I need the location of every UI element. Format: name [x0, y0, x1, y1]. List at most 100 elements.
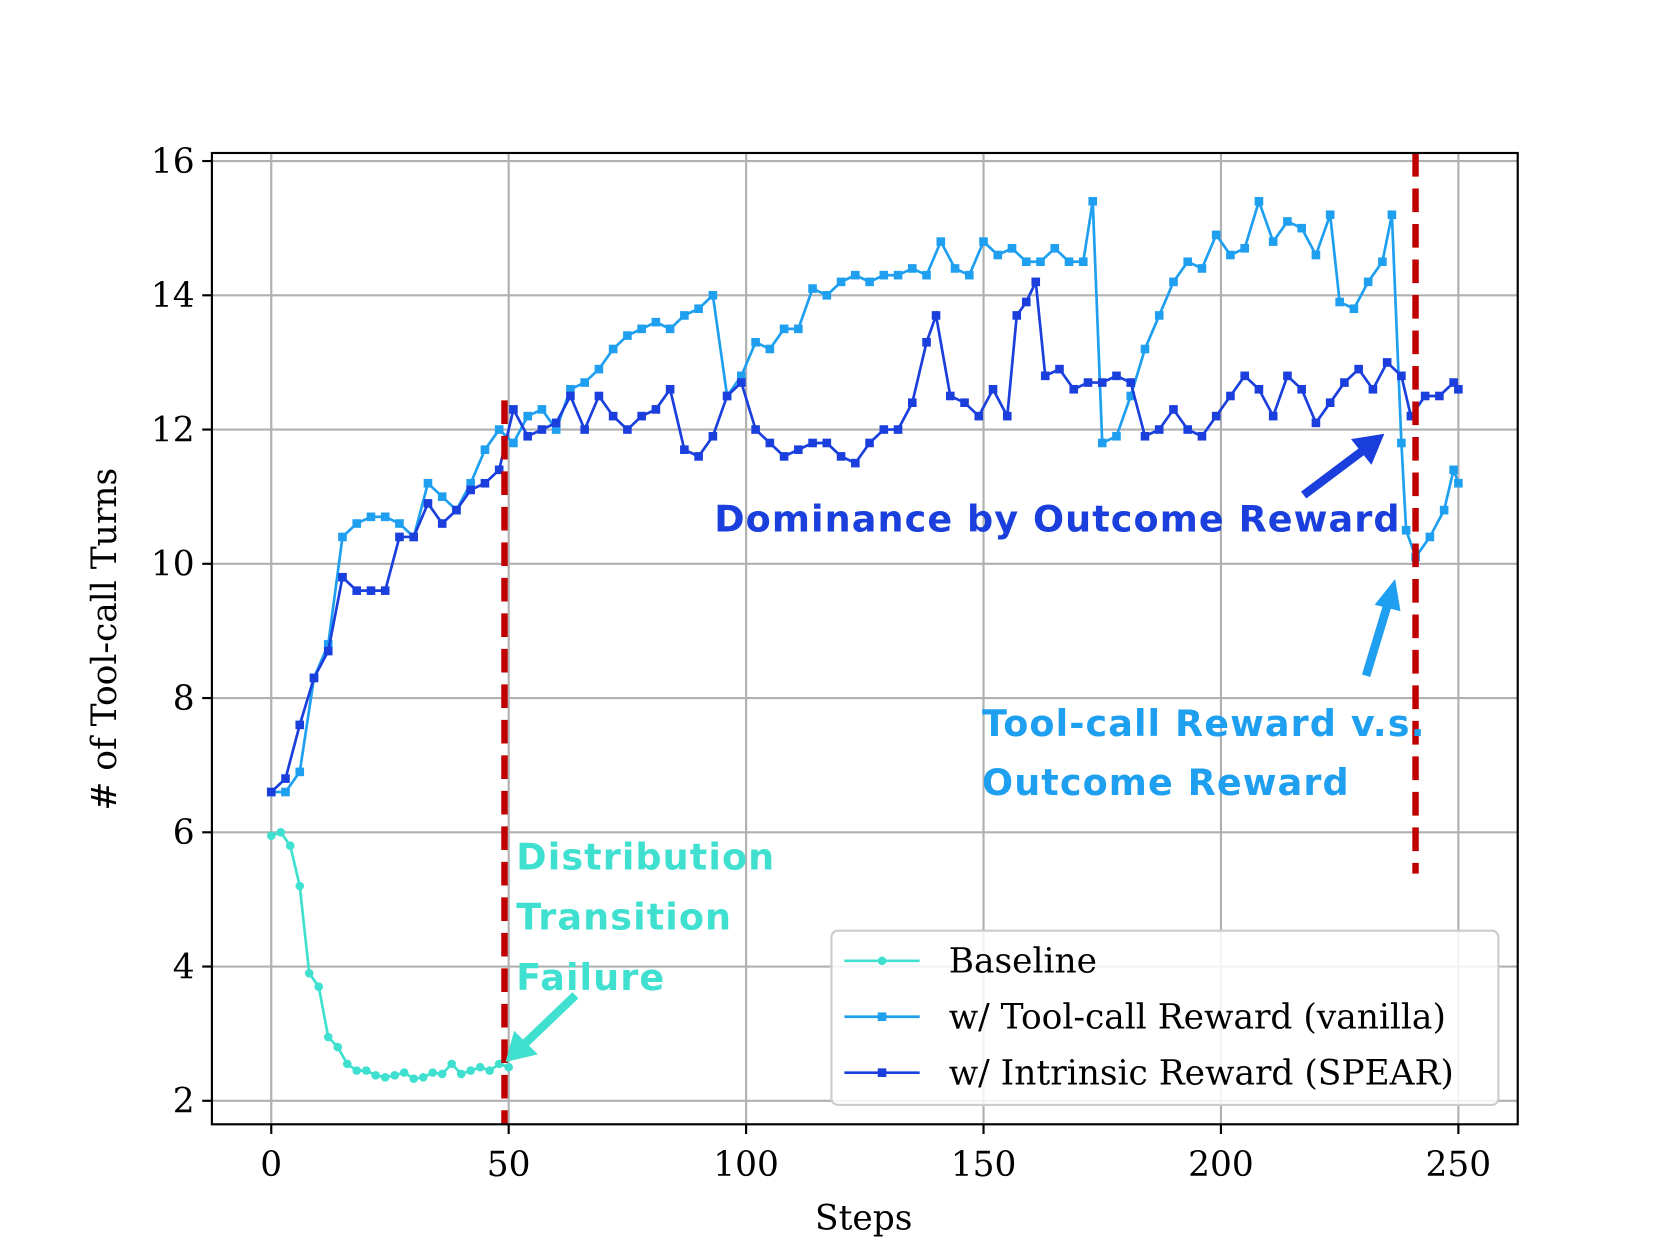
legend-box — [830, 929, 1500, 1107]
marker — [452, 505, 461, 515]
marker — [551, 425, 561, 434]
y-tick-label: 16 — [151, 142, 195, 182]
marker — [423, 499, 433, 508]
marker — [1140, 431, 1150, 441]
marker — [1349, 304, 1359, 314]
marker — [594, 364, 604, 374]
arrow — [1361, 603, 1392, 678]
marker — [409, 532, 419, 542]
series-line — [271, 197, 1460, 794]
marker — [537, 405, 547, 414]
marker — [865, 277, 874, 287]
marker — [1439, 505, 1449, 515]
marker — [950, 264, 960, 273]
marker — [390, 1070, 400, 1080]
marker — [988, 384, 998, 394]
annotation: Failure — [516, 956, 665, 999]
marker — [1126, 391, 1136, 401]
marker — [1378, 257, 1387, 267]
marker — [395, 532, 404, 542]
marker — [580, 425, 589, 434]
marker — [295, 767, 305, 777]
marker — [651, 317, 661, 327]
marker — [594, 391, 604, 401]
marker — [1254, 197, 1264, 206]
marker — [1021, 297, 1031, 307]
arrow-head — [1374, 578, 1401, 612]
marker — [974, 411, 984, 421]
marker — [1097, 438, 1107, 448]
marker — [437, 492, 447, 501]
marker — [1154, 425, 1164, 434]
marker — [608, 344, 618, 354]
marker — [1112, 371, 1121, 381]
arrow — [1301, 446, 1367, 499]
marker — [922, 270, 931, 280]
marker — [1007, 244, 1017, 253]
marker — [509, 405, 518, 414]
marker — [1040, 371, 1050, 381]
marker — [1325, 398, 1335, 407]
marker — [551, 418, 561, 428]
marker — [665, 324, 675, 334]
marker — [765, 438, 775, 448]
annotation: Transition — [516, 896, 732, 939]
marker — [1297, 223, 1306, 233]
marker — [1021, 257, 1031, 267]
marker — [314, 982, 324, 991]
annotation: Dominance by Outcome Reward — [714, 498, 1400, 541]
marker — [665, 384, 675, 394]
marker — [851, 270, 860, 280]
arrow-head — [505, 1030, 538, 1062]
marker — [737, 371, 746, 381]
marker — [352, 1066, 362, 1075]
marker — [808, 438, 817, 448]
marker — [836, 277, 846, 287]
x-tick-label: 150 — [951, 1145, 1017, 1185]
marker — [285, 841, 295, 851]
marker — [1097, 378, 1107, 387]
marker — [637, 324, 646, 334]
marker — [1363, 277, 1373, 287]
annotation: Outcome Reward — [982, 761, 1350, 804]
y-tick-label: 12 — [151, 410, 195, 450]
marker — [333, 1042, 343, 1052]
marker — [266, 831, 276, 840]
marker — [1382, 358, 1392, 367]
annotation: Distribution — [516, 835, 775, 878]
y-axis-label: # of Tool-call Turns — [85, 468, 125, 811]
marker — [1211, 230, 1221, 240]
marker — [523, 431, 532, 441]
marker — [851, 458, 860, 468]
marker — [936, 237, 946, 246]
marker — [680, 445, 689, 454]
marker — [338, 532, 347, 542]
marker — [338, 572, 347, 582]
marker — [1211, 411, 1221, 421]
marker — [1420, 391, 1430, 401]
marker — [323, 646, 333, 656]
marker — [566, 391, 575, 401]
marker — [1254, 384, 1264, 394]
marker — [877, 956, 887, 966]
marker — [1425, 532, 1435, 542]
marker — [1183, 257, 1193, 267]
marker — [1435, 391, 1444, 401]
marker — [822, 290, 832, 300]
marker — [822, 438, 832, 448]
marker — [1226, 391, 1235, 401]
marker — [865, 438, 874, 448]
marker — [1268, 237, 1278, 246]
marker — [1088, 197, 1098, 206]
marker — [1050, 244, 1060, 253]
marker — [651, 405, 661, 414]
y-tick-label: 2 — [173, 1082, 195, 1122]
marker — [637, 411, 646, 421]
y-tick-label: 14 — [151, 276, 195, 316]
marker — [418, 1073, 428, 1082]
marker — [694, 304, 703, 314]
marker — [964, 270, 974, 280]
marker — [879, 425, 889, 434]
marker — [836, 452, 846, 461]
marker — [380, 586, 390, 595]
